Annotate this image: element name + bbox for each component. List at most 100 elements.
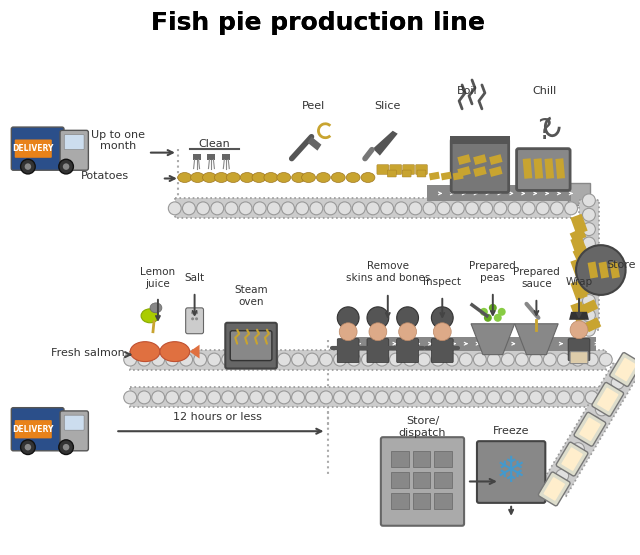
Text: Store: Store	[606, 260, 636, 270]
Text: Up to one
month: Up to one month	[92, 130, 145, 152]
Bar	[489, 166, 502, 177]
Circle shape	[381, 202, 394, 215]
Circle shape	[557, 353, 570, 366]
Circle shape	[515, 353, 528, 366]
FancyBboxPatch shape	[570, 352, 588, 364]
Bar	[534, 158, 543, 179]
Circle shape	[324, 202, 337, 215]
Circle shape	[282, 202, 294, 215]
Bar	[573, 246, 589, 261]
Bar	[579, 200, 599, 330]
Text: 12 hours or less: 12 hours or less	[173, 412, 262, 422]
Ellipse shape	[264, 173, 278, 183]
Circle shape	[207, 353, 221, 366]
Bar	[413, 493, 430, 509]
Circle shape	[611, 376, 624, 389]
Circle shape	[409, 202, 422, 215]
Circle shape	[460, 353, 472, 366]
Bar	[413, 472, 430, 488]
Circle shape	[572, 443, 584, 456]
Circle shape	[619, 363, 632, 376]
Circle shape	[399, 323, 417, 341]
Circle shape	[236, 353, 248, 366]
Circle shape	[362, 353, 374, 366]
Ellipse shape	[178, 173, 191, 183]
FancyBboxPatch shape	[568, 339, 590, 361]
Bar	[452, 171, 463, 180]
FancyBboxPatch shape	[592, 382, 623, 416]
Bar	[523, 158, 532, 179]
Circle shape	[305, 391, 319, 404]
Circle shape	[59, 440, 74, 455]
FancyBboxPatch shape	[574, 412, 605, 446]
Bar	[570, 236, 588, 256]
Ellipse shape	[361, 173, 375, 183]
Circle shape	[586, 353, 598, 366]
FancyBboxPatch shape	[15, 420, 52, 438]
Circle shape	[348, 353, 360, 366]
FancyBboxPatch shape	[610, 352, 640, 386]
Circle shape	[498, 308, 506, 316]
Circle shape	[221, 391, 234, 404]
Circle shape	[433, 323, 451, 341]
Bar	[450, 136, 509, 144]
FancyBboxPatch shape	[451, 139, 509, 193]
Bar	[588, 261, 598, 279]
Circle shape	[484, 314, 492, 322]
Text: Wrap: Wrap	[566, 277, 593, 287]
Polygon shape	[308, 137, 321, 150]
Circle shape	[480, 202, 493, 215]
FancyBboxPatch shape	[225, 323, 277, 369]
Bar	[582, 299, 598, 314]
Ellipse shape	[130, 342, 160, 361]
Circle shape	[582, 266, 595, 279]
Circle shape	[572, 391, 584, 404]
FancyBboxPatch shape	[397, 339, 419, 362]
Text: Chill: Chill	[532, 86, 556, 96]
Bar	[435, 472, 452, 488]
Circle shape	[182, 202, 195, 215]
Circle shape	[604, 390, 616, 402]
Circle shape	[152, 353, 164, 366]
Circle shape	[124, 353, 136, 366]
Text: Boil: Boil	[457, 86, 477, 96]
Circle shape	[579, 430, 593, 442]
Circle shape	[239, 202, 252, 215]
Ellipse shape	[252, 173, 266, 183]
Circle shape	[508, 202, 521, 215]
Ellipse shape	[202, 173, 216, 183]
Circle shape	[166, 391, 179, 404]
Text: Store/
dispatch: Store/ dispatch	[399, 416, 446, 438]
Circle shape	[63, 444, 69, 451]
Circle shape	[376, 353, 388, 366]
Circle shape	[369, 323, 387, 341]
Text: Salt: Salt	[184, 273, 205, 283]
Circle shape	[564, 202, 577, 215]
Bar	[568, 184, 590, 205]
Circle shape	[296, 202, 308, 215]
Circle shape	[305, 353, 319, 366]
Circle shape	[582, 208, 595, 221]
Circle shape	[353, 202, 365, 215]
Circle shape	[268, 202, 280, 215]
Circle shape	[488, 391, 500, 404]
Circle shape	[543, 391, 556, 404]
Circle shape	[515, 391, 528, 404]
Bar	[609, 261, 620, 279]
Circle shape	[423, 202, 436, 215]
Circle shape	[451, 202, 464, 215]
Bar	[489, 154, 502, 165]
Bar	[435, 451, 452, 467]
Text: ❄: ❄	[496, 455, 526, 489]
Circle shape	[333, 353, 346, 366]
Circle shape	[445, 353, 458, 366]
Bar	[130, 387, 606, 407]
FancyBboxPatch shape	[60, 130, 88, 170]
FancyBboxPatch shape	[390, 165, 402, 174]
Circle shape	[390, 391, 403, 404]
FancyBboxPatch shape	[377, 165, 388, 174]
FancyBboxPatch shape	[367, 339, 388, 362]
Circle shape	[25, 444, 31, 451]
Circle shape	[211, 202, 223, 215]
Bar	[435, 493, 452, 509]
